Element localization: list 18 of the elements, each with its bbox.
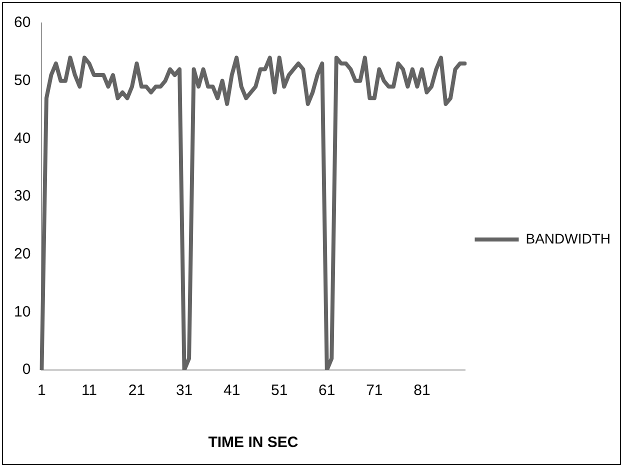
y-tick-label: 30 [14,188,31,205]
y-tick-label: 10 [14,303,31,320]
x-tick-label: 21 [128,382,146,400]
y-tick-label: 50 [14,72,31,89]
legend-label: BANDWIDTH [526,230,611,246]
x-axis-title: TIME IN SEC [208,434,298,452]
y-tick-label: 0 [22,361,31,378]
y-tick-label: 20 [14,245,31,262]
x-tick-label: 81 [414,382,430,400]
x-tick-label: 51 [271,382,288,400]
x-tick-label: 31 [176,382,193,400]
x-tick-label: 61 [318,382,336,400]
x-tick-label: 71 [366,382,383,400]
x-tick-label: 41 [223,382,240,400]
x-tick-label: 1 [38,382,46,400]
y-tick-label: 60 [14,14,31,32]
y-tick-label: 40 [14,130,31,147]
x-tick-label: 11 [81,382,98,400]
